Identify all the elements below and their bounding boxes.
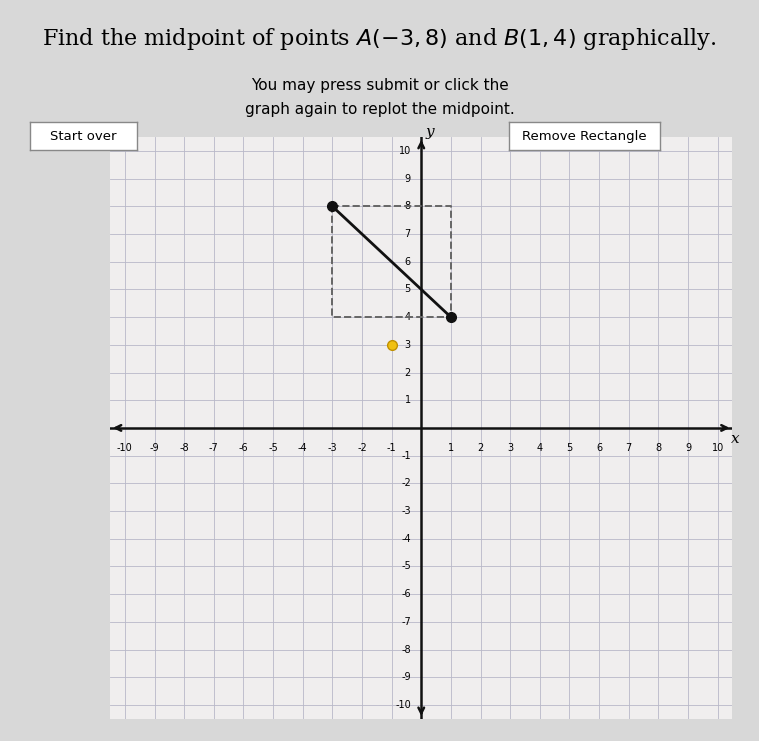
Text: -4: -4 [298,443,307,453]
Text: 9: 9 [405,173,411,184]
Text: 2: 2 [405,368,411,377]
Text: Start over: Start over [50,130,117,143]
Text: 2: 2 [477,443,483,453]
Text: 4: 4 [537,443,543,453]
Text: 8: 8 [405,202,411,211]
Text: graph again to replot the midpoint.: graph again to replot the midpoint. [244,102,515,116]
Text: -7: -7 [401,617,411,627]
Text: Find the midpoint of points $A(-3, 8)$ and $B(1, 4)$ graphically.: Find the midpoint of points $A(-3, 8)$ a… [43,26,716,52]
Text: -7: -7 [209,443,219,453]
Text: 6: 6 [405,256,411,267]
Text: x: x [731,432,740,446]
Text: -3: -3 [402,506,411,516]
Text: 3: 3 [507,443,513,453]
Text: 7: 7 [405,229,411,239]
Text: -1: -1 [387,443,396,453]
Text: You may press submit or click the: You may press submit or click the [250,78,509,93]
Text: -6: -6 [402,589,411,599]
Text: -10: -10 [395,700,411,710]
Text: 1: 1 [405,395,411,405]
Text: -9: -9 [150,443,159,453]
Text: y: y [426,124,434,139]
Text: -1: -1 [402,451,411,461]
Text: 4: 4 [405,312,411,322]
Text: -5: -5 [401,562,411,571]
Text: 5: 5 [405,285,411,294]
Text: 6: 6 [596,443,602,453]
Text: 10: 10 [711,443,724,453]
Text: -6: -6 [238,443,248,453]
Text: -10: -10 [117,443,133,453]
Text: -9: -9 [402,672,411,682]
Text: -4: -4 [402,534,411,544]
Text: 5: 5 [566,443,572,453]
Text: 9: 9 [685,443,691,453]
Text: 7: 7 [625,443,631,453]
Text: -8: -8 [179,443,189,453]
Text: Remove Rectangle: Remove Rectangle [522,130,647,143]
Text: -2: -2 [357,443,367,453]
Text: 1: 1 [448,443,454,453]
Text: -2: -2 [401,479,411,488]
Text: 8: 8 [655,443,661,453]
Text: 3: 3 [405,340,411,350]
Text: -8: -8 [402,645,411,654]
Text: -5: -5 [268,443,278,453]
Text: 10: 10 [398,146,411,156]
Text: -3: -3 [328,443,337,453]
